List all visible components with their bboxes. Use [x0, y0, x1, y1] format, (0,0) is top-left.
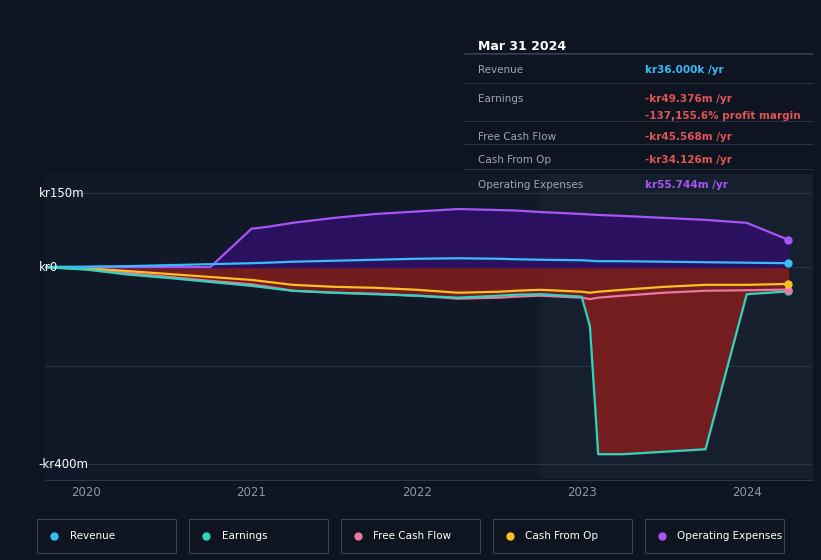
Text: -kr49.376m /yr: -kr49.376m /yr [645, 94, 732, 104]
Text: 2021: 2021 [236, 486, 267, 499]
FancyBboxPatch shape [493, 520, 631, 553]
Text: 2020: 2020 [71, 486, 101, 499]
Text: 2024: 2024 [732, 486, 762, 499]
Text: -kr45.568m /yr: -kr45.568m /yr [645, 132, 732, 142]
Text: Revenue: Revenue [70, 531, 115, 541]
FancyBboxPatch shape [38, 520, 177, 553]
Text: -kr400m: -kr400m [39, 458, 89, 470]
Text: kr150m: kr150m [39, 187, 85, 200]
FancyBboxPatch shape [644, 520, 783, 553]
Text: -137,155.6% profit margin: -137,155.6% profit margin [645, 111, 801, 121]
FancyBboxPatch shape [341, 520, 480, 553]
Text: Operating Expenses: Operating Expenses [677, 531, 782, 541]
Bar [540, 174, 813, 479]
Text: kr0: kr0 [39, 260, 57, 274]
FancyBboxPatch shape [190, 520, 328, 553]
Text: Free Cash Flow: Free Cash Flow [374, 531, 452, 541]
Text: Cash From Op: Cash From Op [478, 155, 551, 165]
Text: kr36.000k /yr: kr36.000k /yr [645, 66, 724, 76]
Text: kr55.744m /yr: kr55.744m /yr [645, 180, 728, 190]
Text: Mar 31 2024: Mar 31 2024 [478, 40, 566, 53]
Text: Earnings: Earnings [222, 531, 267, 541]
Text: -kr34.126m /yr: -kr34.126m /yr [645, 155, 732, 165]
Text: Free Cash Flow: Free Cash Flow [478, 132, 556, 142]
Text: 2022: 2022 [401, 486, 432, 499]
Text: Revenue: Revenue [478, 66, 523, 76]
Text: Cash From Op: Cash From Op [525, 531, 599, 541]
Text: Earnings: Earnings [478, 94, 523, 104]
Text: Operating Expenses: Operating Expenses [478, 180, 583, 190]
Text: 2023: 2023 [566, 486, 597, 499]
